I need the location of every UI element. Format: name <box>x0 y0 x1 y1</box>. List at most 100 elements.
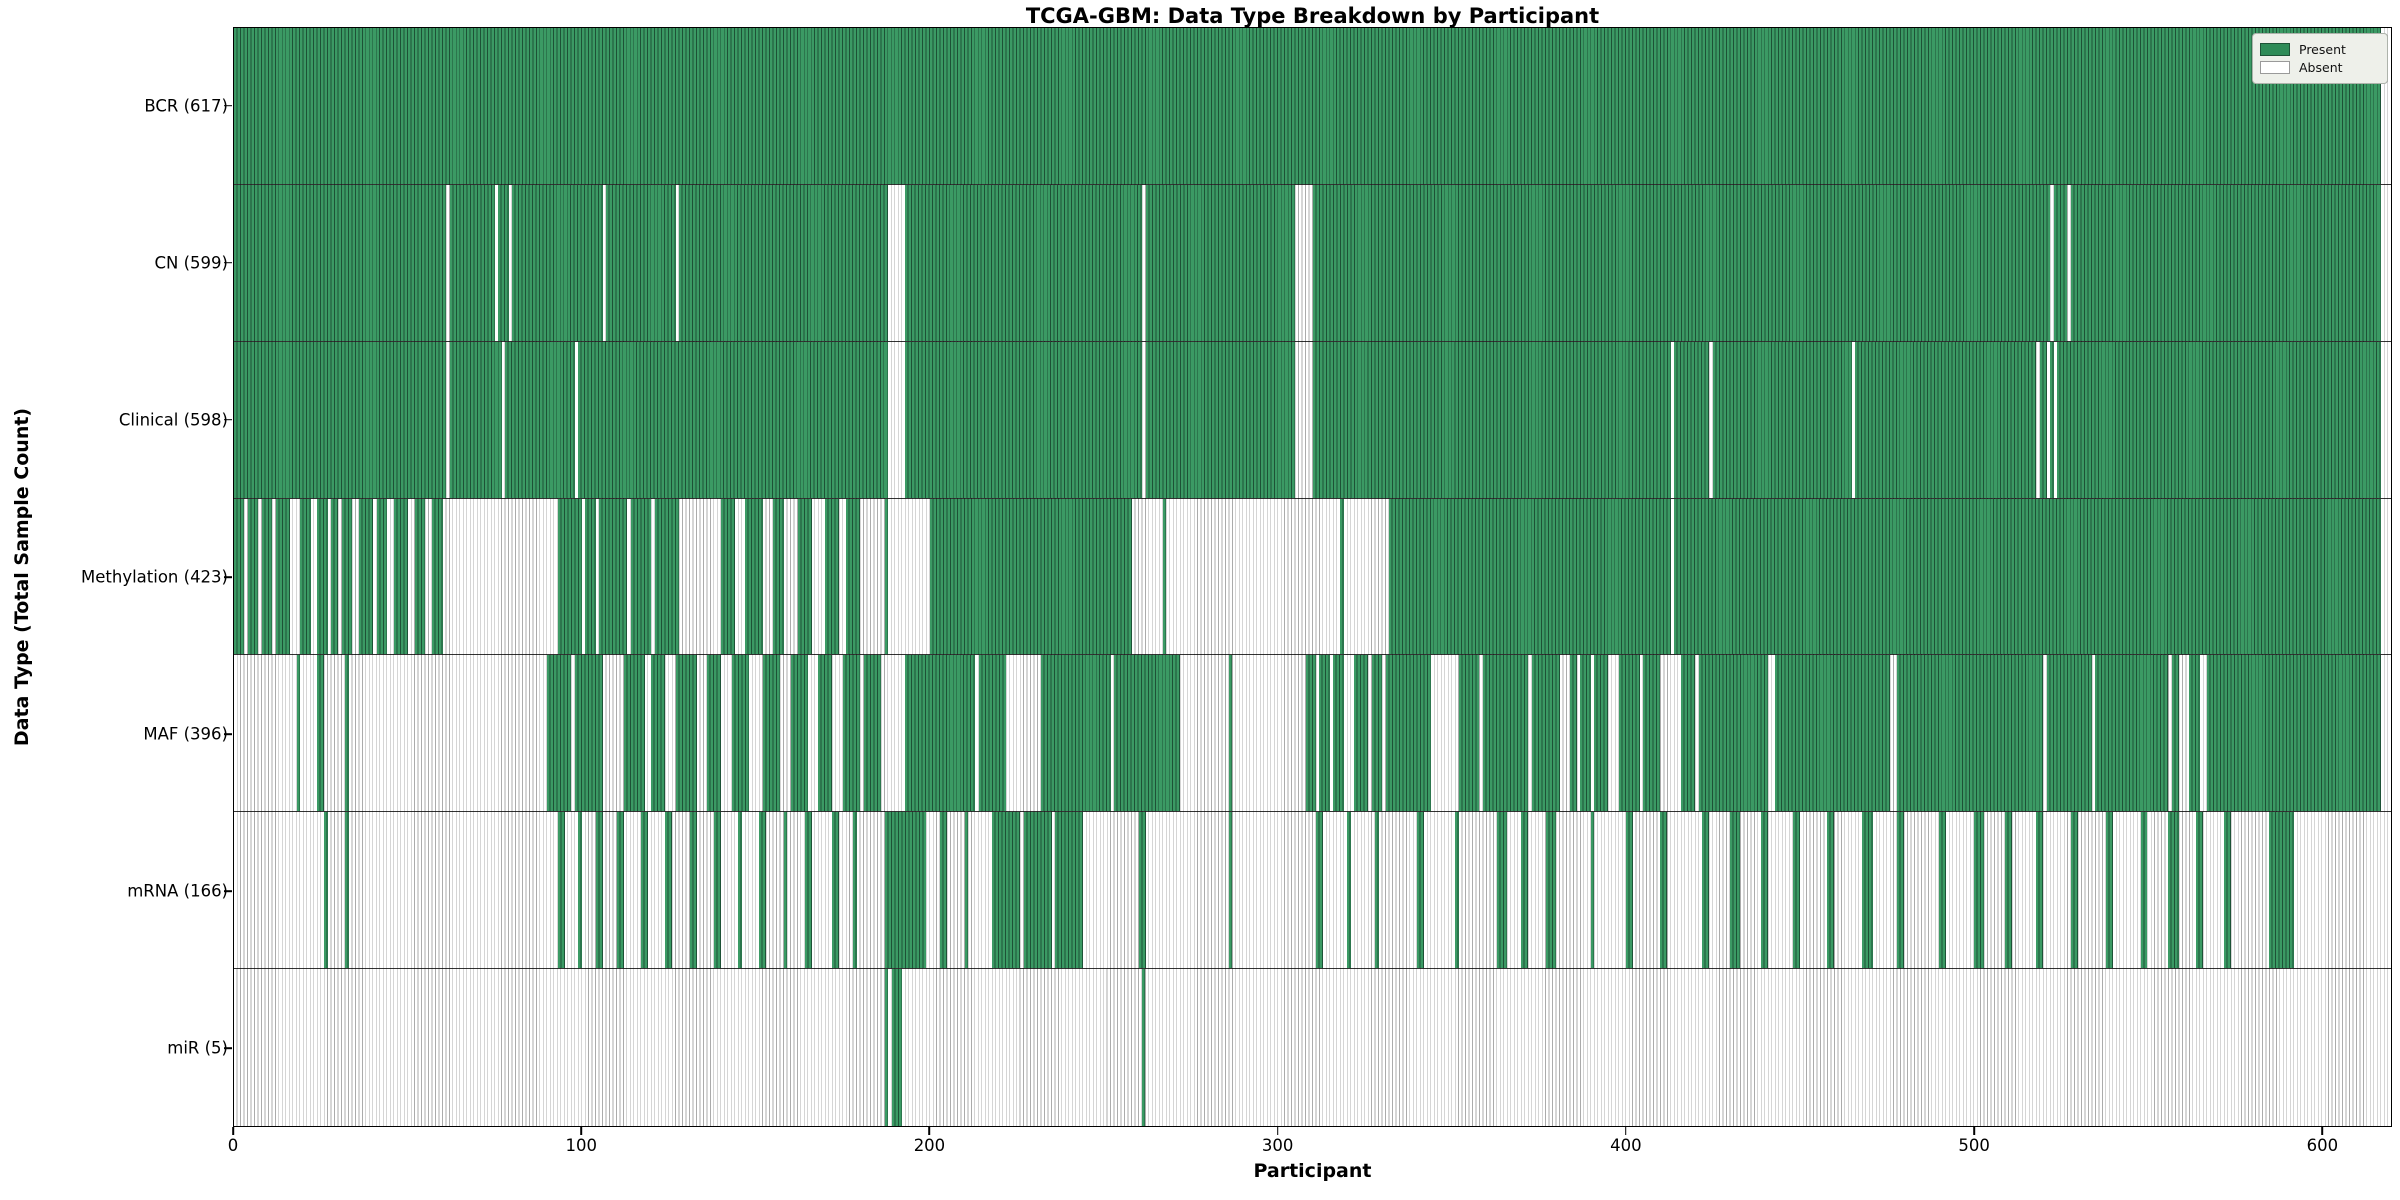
present-run <box>1142 969 1146 1126</box>
present-run <box>574 655 603 812</box>
present-run <box>557 812 565 969</box>
present-run <box>978 655 1007 812</box>
y-tick-mark <box>224 576 232 578</box>
present-run <box>1458 655 1480 812</box>
present-run <box>1702 812 1710 969</box>
present-run <box>1354 655 1369 812</box>
present-run <box>884 969 889 1126</box>
y-tick-label: Methylation (423) <box>81 567 228 587</box>
legend-entry-absent: Absent <box>2260 60 2380 75</box>
x-tick-label: 600 <box>2306 1136 2339 1155</box>
present-run <box>1545 812 1557 969</box>
present-run <box>234 341 447 498</box>
present-run <box>2050 341 2054 498</box>
present-run <box>818 655 833 812</box>
present-run <box>1041 655 1111 812</box>
present-run <box>654 498 680 655</box>
present-run <box>2057 341 2381 498</box>
present-run <box>773 498 784 655</box>
x-tick-mark <box>1625 1127 1627 1135</box>
present-run <box>1660 812 1668 969</box>
present-run <box>2036 812 2044 969</box>
present-run <box>1416 812 1424 969</box>
present-run <box>1827 812 1835 969</box>
present-run <box>641 812 648 969</box>
present-run <box>1569 655 1577 812</box>
x-tick-mark <box>928 1127 931 1135</box>
present-run <box>1531 655 1560 812</box>
present-run <box>1312 184 2051 341</box>
legend-entry-present: Present <box>2260 42 2380 57</box>
present-run <box>762 655 781 812</box>
present-run <box>394 498 408 655</box>
x-tick-mark <box>2321 1127 2324 1135</box>
present-run <box>616 812 624 969</box>
present-run <box>498 184 509 341</box>
y-tick-mark <box>224 890 232 893</box>
present-run <box>595 812 603 969</box>
present-run <box>1312 341 1671 498</box>
y-axis-label: Data Type (Total Sample Count) <box>11 407 33 747</box>
present-run <box>1938 812 1946 969</box>
present-swatch-icon <box>2260 43 2290 56</box>
y-tick-mark <box>224 104 232 107</box>
present-run <box>1482 655 1529 812</box>
present-run <box>905 341 1143 498</box>
y-tick-mark <box>224 261 232 264</box>
present-run <box>234 184 447 341</box>
present-run <box>1371 655 1383 812</box>
present-run <box>1138 812 1146 969</box>
present-run <box>2039 341 2047 498</box>
present-run <box>679 184 889 341</box>
present-run <box>512 184 603 341</box>
y-tick-label: BCR (617) <box>144 96 228 116</box>
present-run <box>707 655 722 812</box>
present-run <box>2095 655 2169 812</box>
data-row-BCR <box>234 28 2391 185</box>
present-run <box>2206 655 2381 812</box>
present-run <box>738 812 742 969</box>
present-run <box>1698 655 1769 812</box>
y-tick-mark <box>224 1047 232 1050</box>
y-tick-mark <box>224 419 232 421</box>
present-run <box>790 655 809 812</box>
present-run <box>275 498 290 655</box>
x-tick-mark <box>580 1127 583 1135</box>
present-run <box>783 812 788 969</box>
present-run <box>2171 655 2179 812</box>
x-tick-mark <box>232 1127 234 1135</box>
present-run <box>2053 184 2068 341</box>
present-run <box>261 498 273 655</box>
present-run <box>1315 812 1323 969</box>
present-run <box>296 655 301 812</box>
present-run <box>1896 812 1904 969</box>
present-run <box>1305 655 1316 812</box>
present-run <box>2070 184 2381 341</box>
present-run <box>247 498 259 655</box>
present-run <box>842 655 861 812</box>
present-run <box>2189 655 2200 812</box>
present-run <box>578 812 582 969</box>
present-run <box>432 498 443 655</box>
present-run <box>1145 184 1296 341</box>
data-row-MAF <box>234 655 2391 813</box>
present-run <box>234 28 2381 184</box>
present-run <box>1580 655 1591 812</box>
x-tick-label: 200 <box>913 1136 946 1155</box>
data-row-CN <box>234 184 2391 342</box>
present-run <box>1761 812 1769 969</box>
present-run <box>578 341 889 498</box>
present-run <box>449 184 495 341</box>
present-run <box>905 184 1143 341</box>
present-run <box>2168 812 2179 969</box>
present-run <box>853 812 857 969</box>
present-run <box>376 498 388 655</box>
present-run <box>1729 812 1741 969</box>
present-run <box>331 498 339 655</box>
absent-swatch-icon <box>2260 61 2290 74</box>
present-run <box>825 498 840 655</box>
present-run <box>884 812 927 969</box>
present-run <box>731 655 749 812</box>
present-run <box>359 498 374 655</box>
present-run <box>557 498 582 655</box>
